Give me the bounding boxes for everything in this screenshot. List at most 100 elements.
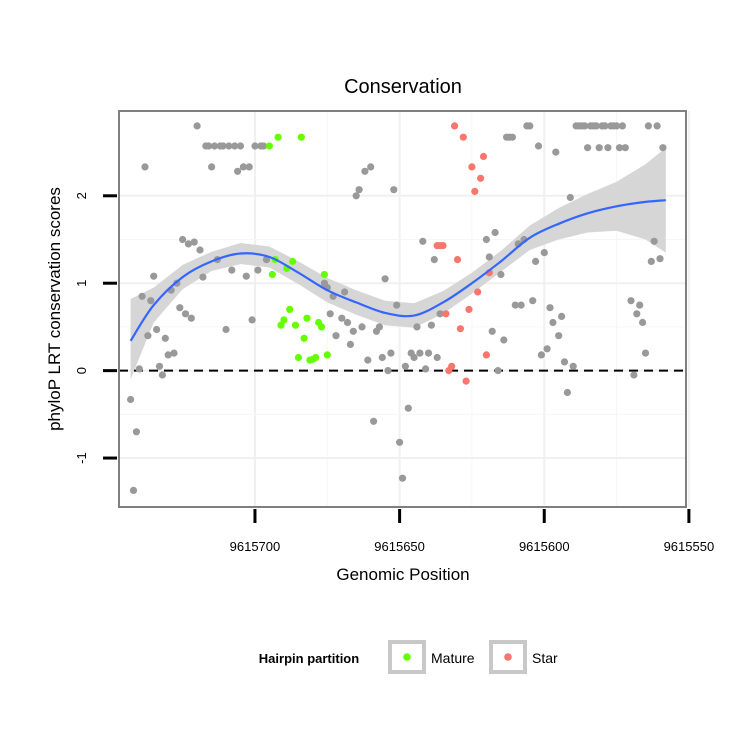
point-other — [427, 321, 435, 329]
chart-title: Conservation — [344, 76, 462, 98]
point-other — [184, 240, 192, 248]
point-other — [381, 275, 389, 283]
point-mature — [320, 270, 328, 279]
point-other — [529, 297, 537, 305]
point-star — [451, 122, 459, 130]
legend-entries: Mature Star — [388, 640, 558, 674]
point-other — [181, 310, 190, 318]
point-star — [442, 310, 450, 318]
point-other — [135, 365, 143, 373]
point-other — [326, 310, 334, 318]
point-other — [222, 325, 230, 334]
point-other — [208, 163, 216, 171]
point-other — [338, 314, 346, 322]
point-other — [410, 353, 418, 362]
legend-label-mature: Mature — [431, 650, 475, 666]
point-mature — [312, 353, 320, 362]
confidence-band-layer — [130, 147, 666, 380]
point-other — [488, 327, 496, 335]
point-other — [245, 163, 253, 171]
point-other — [199, 273, 207, 281]
point-other — [656, 255, 664, 263]
point-other — [364, 356, 372, 364]
point-other — [176, 304, 184, 312]
point-other — [491, 228, 499, 237]
point-other — [153, 325, 161, 334]
point-other — [132, 428, 140, 436]
x-tick-label: 9615650 — [374, 539, 425, 554]
point-mature — [280, 316, 288, 324]
point-other — [563, 388, 572, 397]
point-other — [508, 133, 516, 141]
point-mature — [274, 133, 282, 141]
legend-marker-star — [504, 653, 512, 661]
point-other — [147, 297, 155, 305]
point-star — [479, 152, 488, 161]
points-layer — [127, 122, 667, 494]
point-other — [219, 142, 227, 150]
point-other — [138, 292, 146, 300]
point-other — [225, 142, 233, 150]
confidence-band — [130, 147, 666, 380]
point-other — [355, 186, 363, 194]
point-other — [497, 270, 505, 279]
point-other — [170, 349, 178, 357]
point-other — [618, 122, 627, 130]
point-other — [641, 349, 650, 357]
grid-layer — [119, 111, 690, 507]
point-star — [459, 133, 467, 141]
point-other — [387, 349, 395, 357]
point-other — [436, 310, 444, 318]
point-other — [375, 323, 383, 331]
point-other — [390, 186, 398, 194]
point-other — [532, 257, 540, 265]
point-other — [552, 148, 560, 156]
point-other — [161, 334, 169, 342]
point-other — [236, 142, 245, 150]
x-tick-label: 9615600 — [519, 539, 570, 554]
point-other — [615, 144, 624, 152]
point-other — [517, 301, 525, 309]
point-other — [566, 193, 574, 202]
loess-smooth-line — [129, 199, 666, 342]
point-star — [477, 174, 485, 182]
smooth-line-layer — [129, 199, 666, 342]
point-star — [433, 242, 441, 250]
point-star — [468, 163, 476, 171]
point-other — [262, 256, 271, 264]
point-other — [341, 288, 349, 296]
point-other — [555, 332, 563, 340]
point-other — [260, 142, 268, 150]
point-other — [179, 235, 187, 244]
point-mature — [317, 323, 326, 331]
point-other — [346, 340, 354, 348]
point-other — [196, 246, 204, 254]
y-axis-label: phyloP LRT conservation scores — [45, 187, 64, 431]
point-other — [558, 312, 566, 320]
point-other — [604, 144, 612, 152]
point-other — [650, 237, 658, 245]
point-other — [141, 163, 149, 171]
point-other — [601, 122, 609, 130]
point-other — [231, 142, 239, 150]
point-other — [242, 272, 250, 280]
legend-title: Hairpin partition — [259, 651, 359, 666]
point-other — [422, 365, 430, 373]
point-other — [500, 336, 508, 344]
point-other — [537, 351, 546, 359]
point-other — [401, 362, 409, 370]
point-other — [647, 257, 655, 265]
point-other — [627, 297, 635, 305]
point-other — [210, 142, 219, 150]
point-other — [248, 316, 256, 324]
point-other — [653, 122, 661, 130]
point-mature — [297, 133, 305, 141]
point-other — [659, 144, 667, 152]
point-other — [584, 144, 592, 152]
point-other — [621, 144, 629, 152]
x-tick-label: 9615550 — [664, 539, 715, 554]
point-other — [526, 122, 534, 130]
point-other — [144, 332, 152, 340]
point-other — [592, 122, 600, 130]
